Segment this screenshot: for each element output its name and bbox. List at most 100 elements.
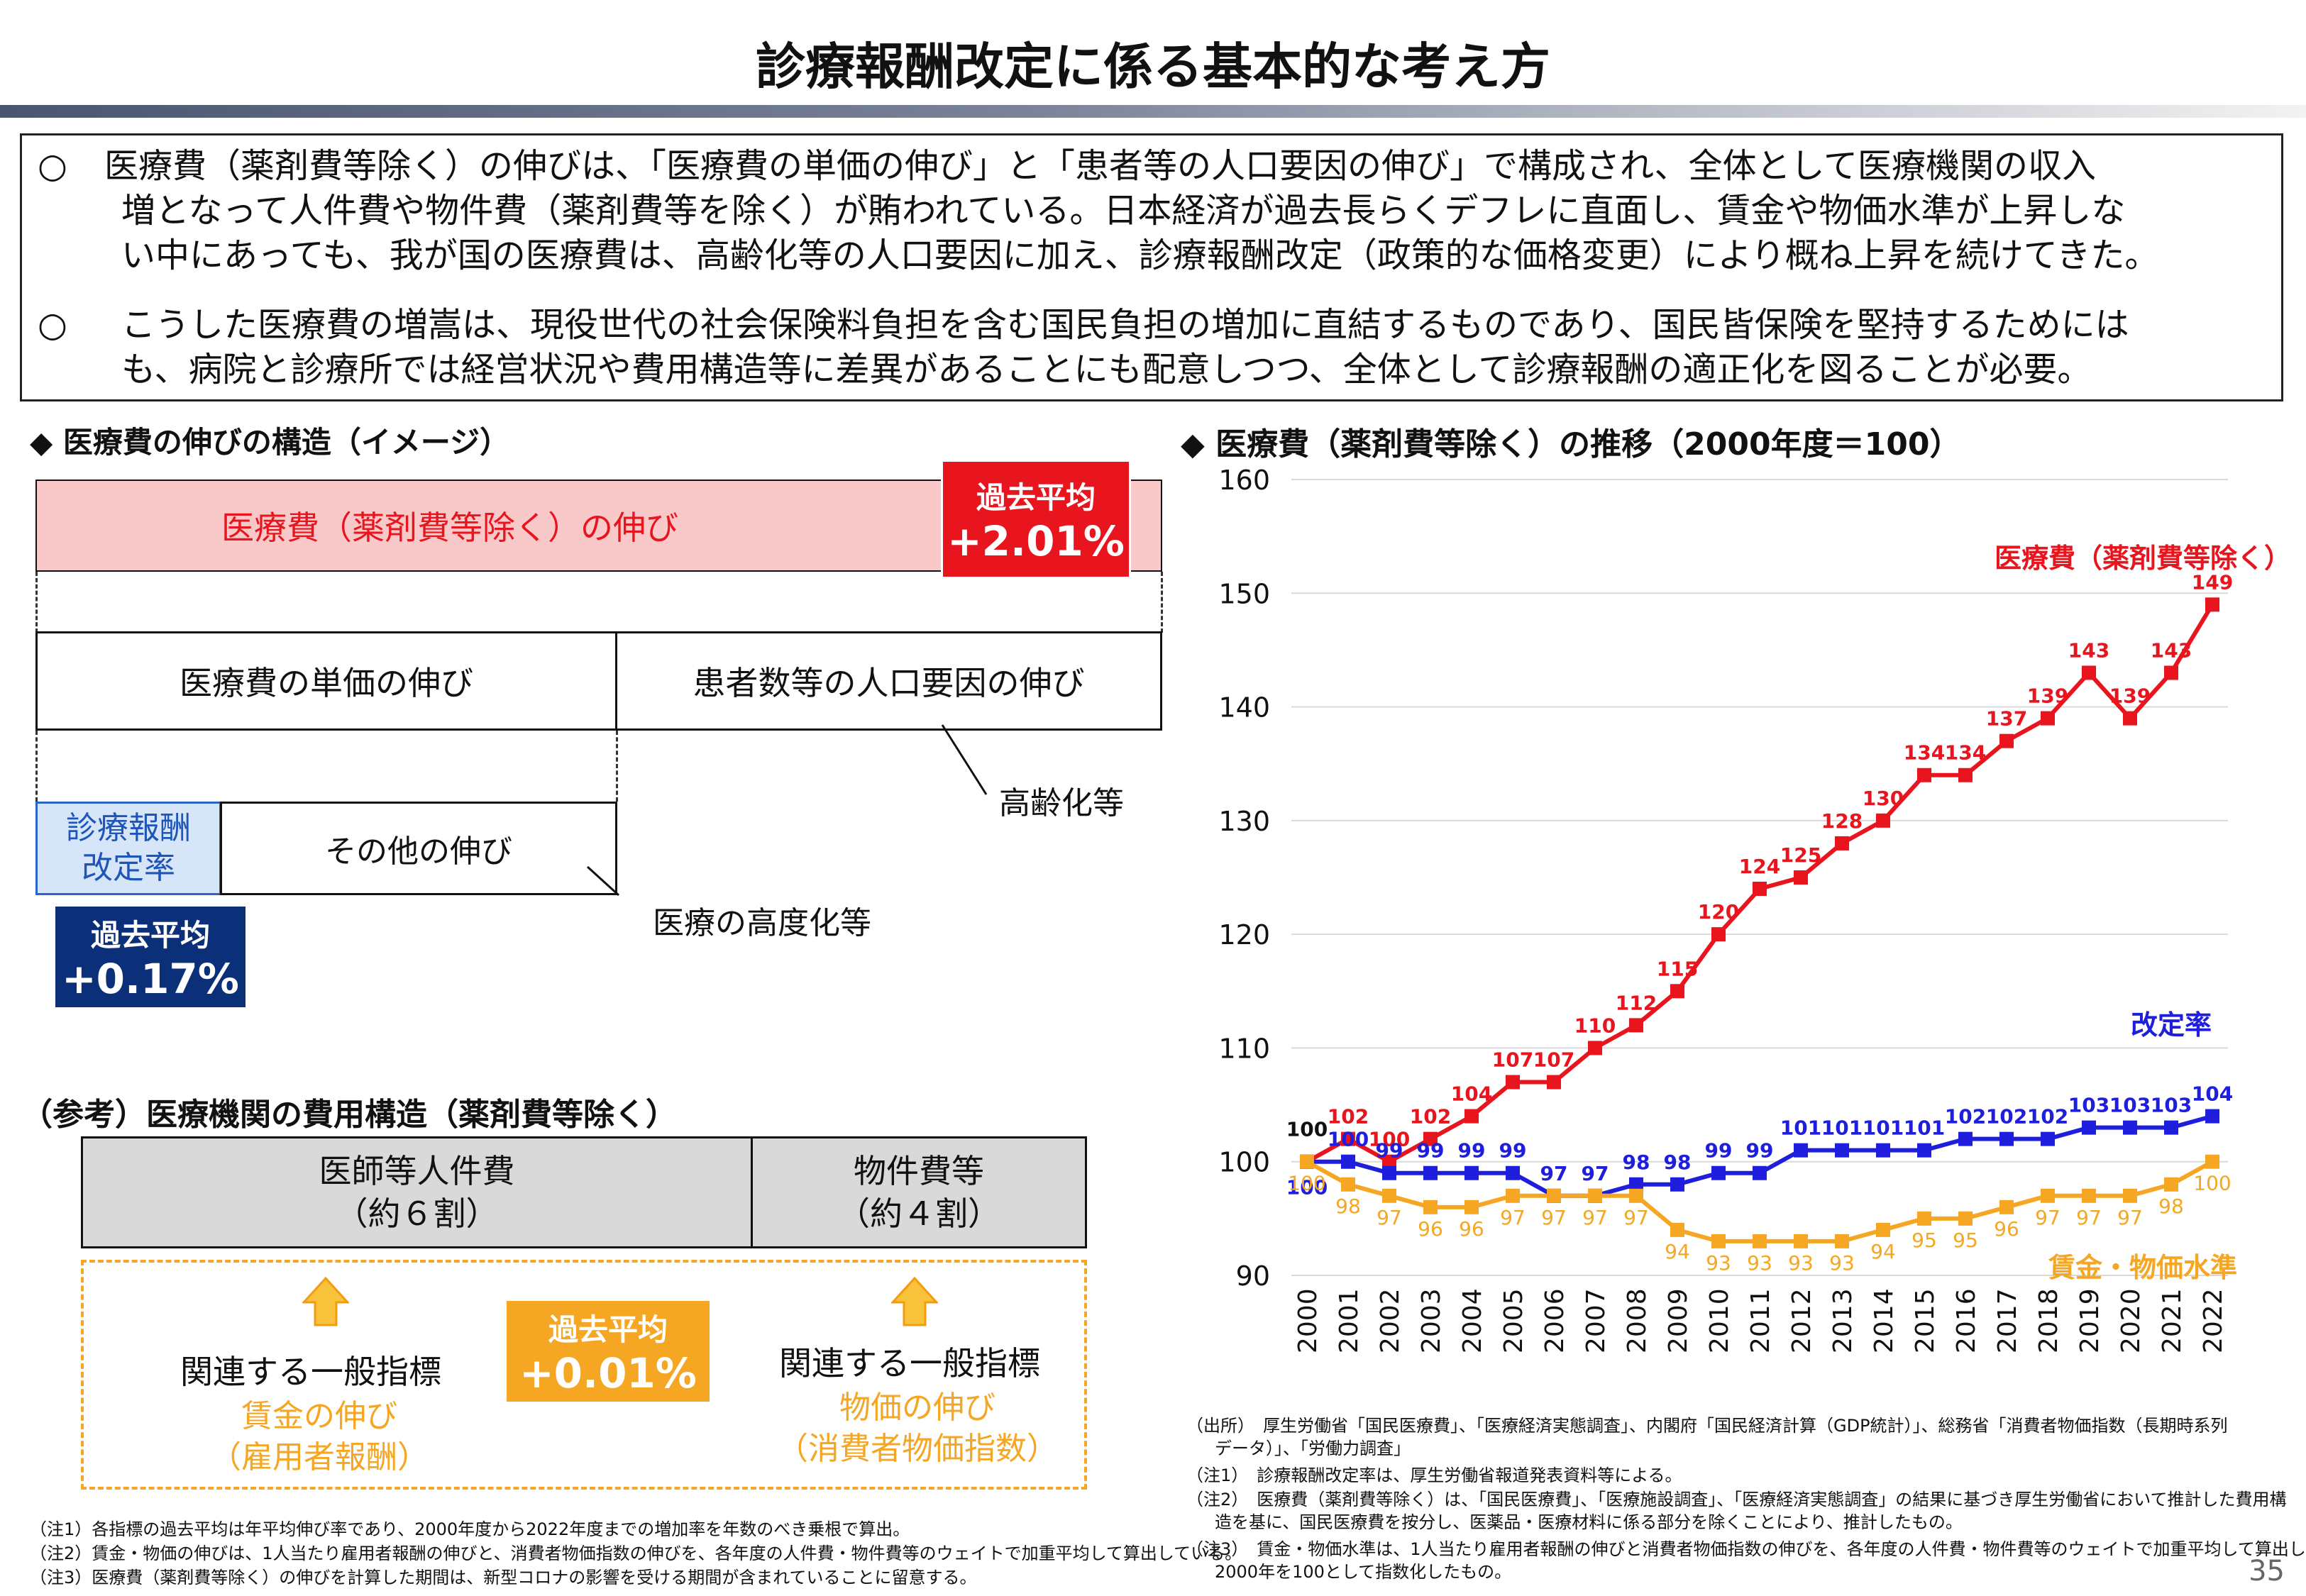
data-point <box>1794 1234 1808 1248</box>
data-label: 97 <box>1377 1206 1402 1229</box>
page-number: 35 <box>2249 1555 2285 1587</box>
x-tick-label: 2010 <box>1705 1288 1734 1353</box>
data-point <box>1423 1131 1438 1146</box>
x-tick-label: 2022 <box>2199 1288 2228 1353</box>
data-point <box>2041 1188 2055 1203</box>
y-tick-label: 130 <box>1218 806 1270 837</box>
source-line-4: （注3） 賃金・物価水準は、1人当たり雇用者報酬の伸びと消費者物価指数の伸びを、… <box>1186 1539 2306 1559</box>
bullet-2-line-2: も、病院と診療所では経営状況や費用構造等に差異があることにも配意しつつ、全体とし… <box>121 350 2092 389</box>
goods-cost-line-1: 物件費等 <box>854 1152 984 1190</box>
data-label: 97 <box>1623 1206 1649 1229</box>
data-point <box>1753 1234 1767 1248</box>
data-label: 96 <box>1459 1217 1484 1241</box>
data-point <box>1711 1165 1726 1180</box>
wage-price-average-label: 過去平均 <box>548 1312 668 1347</box>
population-label: 患者数等の人口要因の伸び <box>693 664 1085 702</box>
series-name-label: 改定率 <box>2131 1009 2212 1041</box>
price-indicator: 物価の伸び （消費者物価指数） <box>765 1387 1070 1470</box>
wage-line-2: （雇用者報酬） <box>210 1439 429 1475</box>
data-point <box>1835 1234 1849 1248</box>
data-label: 102 <box>1986 1105 2027 1129</box>
x-tick-label: 2009 <box>1664 1288 1693 1353</box>
dashed-guide <box>35 572 38 633</box>
data-label: 101 <box>1780 1116 1821 1140</box>
page-title: 診療報酬改定に係る基本的な考え方 <box>756 38 1550 96</box>
data-label: 137 <box>1986 707 2027 731</box>
up-arrow-icon <box>302 1277 349 1326</box>
x-tick-label: 2012 <box>1787 1288 1816 1353</box>
data-label: 139 <box>2027 685 2068 708</box>
data-label: 96 <box>1418 1217 1443 1241</box>
data-point <box>1423 1199 1438 1214</box>
data-label: 103 <box>2109 1094 2151 1117</box>
data-label: 97 <box>1541 1206 1567 1229</box>
data-label: 94 <box>1870 1240 1896 1263</box>
x-tick-label: 2004 <box>1458 1288 1487 1353</box>
data-label: 100 <box>1288 1172 1325 1195</box>
data-point <box>1464 1199 1479 1214</box>
data-point <box>2082 1188 2096 1203</box>
left-note-3: （注3）医療費（薬剤費等除く）の伸びを計算した期間は、新型コロナの影響を受ける期… <box>30 1568 977 1587</box>
data-point <box>1876 813 1890 828</box>
left-note-1: （注1）各指標の過去平均は年平均伸び率であり、2000年度から2022年度までの… <box>30 1519 910 1539</box>
data-point <box>2123 711 2137 726</box>
data-label: 95 <box>1953 1229 1978 1252</box>
wage-indicator: 賃金の伸び （雇用者報酬） <box>177 1396 461 1478</box>
aging-label: 高齢化等 <box>999 785 1124 821</box>
y-tick-label: 160 <box>1218 465 1270 496</box>
wage-line-1: 賃金の伸び <box>241 1398 397 1434</box>
data-point <box>1917 1143 1931 1158</box>
data-label: 143 <box>2068 638 2109 662</box>
data-point <box>1588 1041 1602 1055</box>
data-point <box>1917 1211 1931 1226</box>
data-point <box>1629 1177 1643 1192</box>
y-tick-label: 100 <box>1218 1147 1270 1178</box>
data-label: 115 <box>1657 957 1698 980</box>
data-label: 95 <box>1911 1229 1937 1252</box>
data-label: 99 <box>1376 1139 1403 1163</box>
data-label: 99 <box>1499 1139 1527 1163</box>
bullet-mark: ○ <box>38 305 67 345</box>
top-average-label: 過去平均 <box>976 480 1096 515</box>
data-label: 112 <box>1616 991 1657 1014</box>
data-label: 98 <box>2158 1195 2184 1218</box>
data-label: 134 <box>1945 741 1986 765</box>
data-point <box>1753 1165 1767 1180</box>
data-point <box>2123 1120 2137 1135</box>
data-label: 93 <box>1829 1251 1855 1275</box>
goods-cost-line-2: （約４割） <box>837 1195 1000 1233</box>
x-tick-label: 2018 <box>2034 1288 2063 1353</box>
data-label: 107 <box>1492 1048 1533 1072</box>
goods-cost-box: 物件費等 （約４割） <box>751 1136 1087 1248</box>
series-name-label: 医療費（薬剤費等除く） <box>1995 543 2291 574</box>
data-label: 98 <box>1623 1151 1650 1174</box>
data-point <box>1300 1154 1314 1169</box>
x-tick-label: 2015 <box>1911 1288 1940 1353</box>
labor-cost-box: 医師等人件費 （約６割） <box>81 1136 753 1248</box>
structure-heading: ◆ 医療費の伸びの構造（イメージ） <box>30 425 510 460</box>
data-point <box>2041 711 2055 726</box>
data-label: 97 <box>1582 1206 1608 1229</box>
data-point <box>1629 1188 1643 1203</box>
x-tick-label: 2008 <box>1623 1288 1652 1353</box>
data-label: 134 <box>1904 741 1945 765</box>
data-point <box>1382 1165 1396 1180</box>
source-line-2: （注1） 診療報酬改定率は、厚生労働省報道発表資料等による。 <box>1186 1465 1682 1485</box>
data-point <box>1341 1131 1355 1146</box>
data-label: 107 <box>1533 1048 1574 1072</box>
data-label: 99 <box>1458 1139 1486 1163</box>
data-point <box>2041 1131 2055 1146</box>
data-point <box>1506 1165 1520 1180</box>
y-tick-label: 110 <box>1218 1033 1270 1064</box>
data-label: 102 <box>1410 1105 1451 1129</box>
bullet-2-line-1: こうした医療費の増嵩は、現役世代の社会保険料負担を含む国民負担の増加に直結するも… <box>121 305 2129 345</box>
data-label: 103 <box>2068 1094 2109 1117</box>
data-label: 93 <box>1706 1251 1731 1275</box>
data-point <box>1958 1211 1973 1226</box>
data-point <box>1547 1075 1561 1090</box>
data-point <box>1999 1131 2014 1146</box>
data-point <box>1382 1154 1396 1169</box>
bullet-1-line-1: 医療費（薬剤費等除く）の伸びは、「医療費の単価の伸び」と「患者等の人口要因の伸び… <box>104 146 2097 186</box>
x-tick-label: 2014 <box>1870 1288 1899 1353</box>
source-line-1b: データ）」、「労働力調査」 <box>1215 1439 1411 1458</box>
